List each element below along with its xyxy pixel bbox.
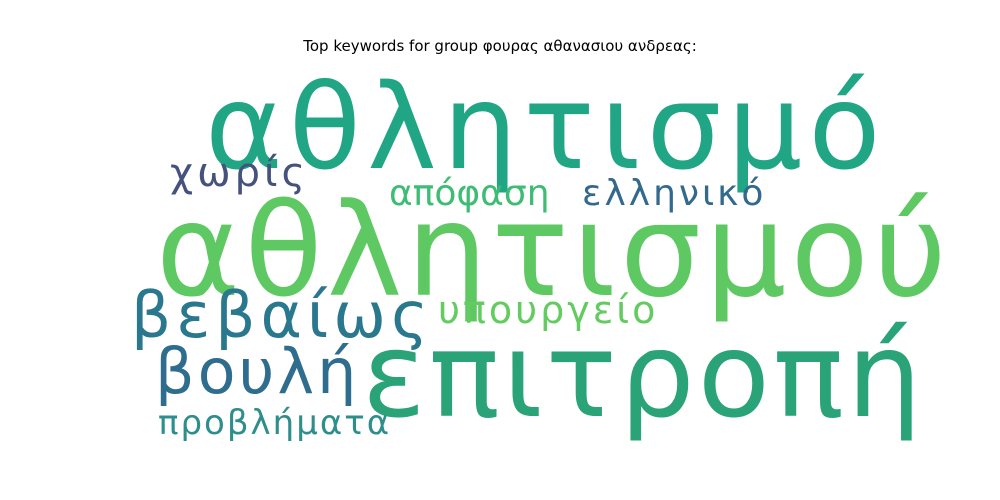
keyword-vevaios: βεβαίως — [131, 279, 434, 352]
keyword-apofasi: απόφαση — [389, 173, 550, 214]
keyword-choris: χωρίς — [170, 150, 310, 196]
keyword-athlitismou: αθλητισμού — [156, 177, 951, 326]
keyword-epitropi: επιτροπή — [362, 306, 925, 444]
wordcloud-title: Top keywords for group φουρας αθανασιου … — [303, 37, 697, 55]
keyword-elliniko: ελληνικό — [582, 173, 767, 214]
keyword-vouli: βουλή — [155, 335, 360, 408]
keyword-athlitismo: αθλητισμό — [205, 58, 887, 196]
keyword-ypourgeio: υπουργείο — [438, 288, 659, 332]
keyword-provlimata: προβλήματα — [158, 403, 392, 443]
